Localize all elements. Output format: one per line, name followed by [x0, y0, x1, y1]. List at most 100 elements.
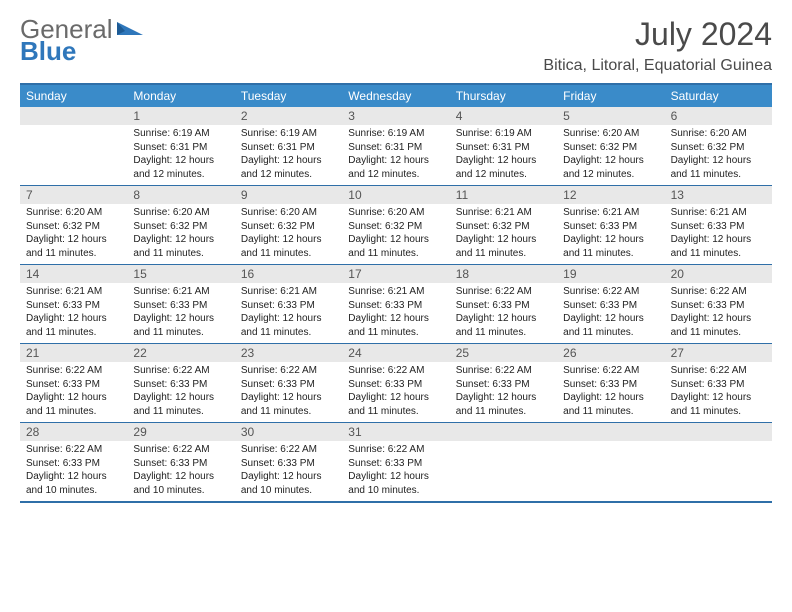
calendar-cell: 6Sunrise: 6:20 AMSunset: 6:32 PMDaylight…	[665, 107, 772, 185]
day-details: Sunrise: 6:22 AMSunset: 6:33 PMDaylight:…	[557, 362, 664, 422]
day-details: Sunrise: 6:22 AMSunset: 6:33 PMDaylight:…	[235, 362, 342, 422]
calendar-cell: 31Sunrise: 6:22 AMSunset: 6:33 PMDayligh…	[342, 423, 449, 501]
day-number: 25	[450, 344, 557, 362]
day-details: Sunrise: 6:22 AMSunset: 6:33 PMDaylight:…	[342, 362, 449, 422]
day-details	[665, 441, 772, 447]
page-title: July 2024	[543, 16, 772, 53]
header-right: July 2024 Bitica, Litoral, Equatorial Gu…	[543, 16, 772, 75]
calendar-cell: 8Sunrise: 6:20 AMSunset: 6:32 PMDaylight…	[127, 186, 234, 264]
calendar-header-day: Wednesday	[342, 85, 449, 107]
day-number: 3	[342, 107, 449, 125]
day-number: 23	[235, 344, 342, 362]
day-number: 12	[557, 186, 664, 204]
calendar-cell: 10Sunrise: 6:20 AMSunset: 6:32 PMDayligh…	[342, 186, 449, 264]
calendar-cell: 17Sunrise: 6:21 AMSunset: 6:33 PMDayligh…	[342, 265, 449, 343]
day-details: Sunrise: 6:20 AMSunset: 6:32 PMDaylight:…	[665, 125, 772, 185]
day-details: Sunrise: 6:21 AMSunset: 6:33 PMDaylight:…	[127, 283, 234, 343]
day-details	[557, 441, 664, 447]
day-number	[557, 423, 664, 441]
calendar-cell: 4Sunrise: 6:19 AMSunset: 6:31 PMDaylight…	[450, 107, 557, 185]
day-number: 21	[20, 344, 127, 362]
logo-triangle-icon	[117, 22, 143, 40]
calendar-cell: 30Sunrise: 6:22 AMSunset: 6:33 PMDayligh…	[235, 423, 342, 501]
calendar-cell: 1Sunrise: 6:19 AMSunset: 6:31 PMDaylight…	[127, 107, 234, 185]
day-number: 4	[450, 107, 557, 125]
calendar-row: 7Sunrise: 6:20 AMSunset: 6:32 PMDaylight…	[20, 185, 772, 264]
day-number: 7	[20, 186, 127, 204]
day-number: 14	[20, 265, 127, 283]
day-details	[20, 125, 127, 131]
calendar-cell: 19Sunrise: 6:22 AMSunset: 6:33 PMDayligh…	[557, 265, 664, 343]
calendar-cell: 25Sunrise: 6:22 AMSunset: 6:33 PMDayligh…	[450, 344, 557, 422]
calendar-cell: 27Sunrise: 6:22 AMSunset: 6:33 PMDayligh…	[665, 344, 772, 422]
calendar-cell: 22Sunrise: 6:22 AMSunset: 6:33 PMDayligh…	[127, 344, 234, 422]
logo-text: General Blue	[20, 16, 113, 64]
calendar-row: 28Sunrise: 6:22 AMSunset: 6:33 PMDayligh…	[20, 422, 772, 501]
calendar-cell	[20, 107, 127, 185]
day-number: 8	[127, 186, 234, 204]
calendar-header-day: Sunday	[20, 85, 127, 107]
day-number	[450, 423, 557, 441]
day-details: Sunrise: 6:22 AMSunset: 6:33 PMDaylight:…	[342, 441, 449, 501]
day-details: Sunrise: 6:19 AMSunset: 6:31 PMDaylight:…	[450, 125, 557, 185]
day-number: 1	[127, 107, 234, 125]
day-number: 13	[665, 186, 772, 204]
day-number: 19	[557, 265, 664, 283]
day-number: 17	[342, 265, 449, 283]
calendar-cell: 11Sunrise: 6:21 AMSunset: 6:32 PMDayligh…	[450, 186, 557, 264]
day-details	[450, 441, 557, 447]
calendar-cell: 5Sunrise: 6:20 AMSunset: 6:32 PMDaylight…	[557, 107, 664, 185]
calendar-cell: 18Sunrise: 6:22 AMSunset: 6:33 PMDayligh…	[450, 265, 557, 343]
day-number	[665, 423, 772, 441]
calendar-header-day: Thursday	[450, 85, 557, 107]
calendar-cell: 23Sunrise: 6:22 AMSunset: 6:33 PMDayligh…	[235, 344, 342, 422]
calendar-row: 21Sunrise: 6:22 AMSunset: 6:33 PMDayligh…	[20, 343, 772, 422]
calendar-cell: 29Sunrise: 6:22 AMSunset: 6:33 PMDayligh…	[127, 423, 234, 501]
day-details: Sunrise: 6:20 AMSunset: 6:32 PMDaylight:…	[127, 204, 234, 264]
calendar-header-day: Tuesday	[235, 85, 342, 107]
day-details: Sunrise: 6:20 AMSunset: 6:32 PMDaylight:…	[235, 204, 342, 264]
day-number: 27	[665, 344, 772, 362]
calendar-cell: 2Sunrise: 6:19 AMSunset: 6:31 PMDaylight…	[235, 107, 342, 185]
day-details: Sunrise: 6:20 AMSunset: 6:32 PMDaylight:…	[557, 125, 664, 185]
day-details: Sunrise: 6:19 AMSunset: 6:31 PMDaylight:…	[127, 125, 234, 185]
day-number: 30	[235, 423, 342, 441]
calendar-cell: 28Sunrise: 6:22 AMSunset: 6:33 PMDayligh…	[20, 423, 127, 501]
calendar-cell	[665, 423, 772, 501]
calendar-header-row: SundayMondayTuesdayWednesdayThursdayFrid…	[20, 85, 772, 107]
day-details: Sunrise: 6:22 AMSunset: 6:33 PMDaylight:…	[20, 362, 127, 422]
calendar-cell: 9Sunrise: 6:20 AMSunset: 6:32 PMDaylight…	[235, 186, 342, 264]
calendar-cell: 21Sunrise: 6:22 AMSunset: 6:33 PMDayligh…	[20, 344, 127, 422]
calendar-cell: 13Sunrise: 6:21 AMSunset: 6:33 PMDayligh…	[665, 186, 772, 264]
day-details: Sunrise: 6:22 AMSunset: 6:33 PMDaylight:…	[450, 283, 557, 343]
day-details: Sunrise: 6:20 AMSunset: 6:32 PMDaylight:…	[20, 204, 127, 264]
day-number: 24	[342, 344, 449, 362]
calendar-body: 1Sunrise: 6:19 AMSunset: 6:31 PMDaylight…	[20, 107, 772, 501]
day-number: 10	[342, 186, 449, 204]
day-details: Sunrise: 6:21 AMSunset: 6:33 PMDaylight:…	[665, 204, 772, 264]
calendar-header-day: Monday	[127, 85, 234, 107]
day-number: 20	[665, 265, 772, 283]
day-details: Sunrise: 6:19 AMSunset: 6:31 PMDaylight:…	[342, 125, 449, 185]
day-details: Sunrise: 6:19 AMSunset: 6:31 PMDaylight:…	[235, 125, 342, 185]
calendar-cell: 14Sunrise: 6:21 AMSunset: 6:33 PMDayligh…	[20, 265, 127, 343]
day-details: Sunrise: 6:21 AMSunset: 6:33 PMDaylight:…	[342, 283, 449, 343]
calendar-row: 1Sunrise: 6:19 AMSunset: 6:31 PMDaylight…	[20, 107, 772, 185]
day-details: Sunrise: 6:22 AMSunset: 6:33 PMDaylight:…	[557, 283, 664, 343]
calendar-cell: 20Sunrise: 6:22 AMSunset: 6:33 PMDayligh…	[665, 265, 772, 343]
calendar-cell: 3Sunrise: 6:19 AMSunset: 6:31 PMDaylight…	[342, 107, 449, 185]
logo: General Blue	[20, 16, 143, 64]
day-details: Sunrise: 6:22 AMSunset: 6:33 PMDaylight:…	[450, 362, 557, 422]
day-details: Sunrise: 6:22 AMSunset: 6:33 PMDaylight:…	[235, 441, 342, 501]
day-details: Sunrise: 6:22 AMSunset: 6:33 PMDaylight:…	[20, 441, 127, 501]
day-details: Sunrise: 6:22 AMSunset: 6:33 PMDaylight:…	[127, 362, 234, 422]
day-number: 15	[127, 265, 234, 283]
day-number: 31	[342, 423, 449, 441]
day-number: 29	[127, 423, 234, 441]
calendar-cell	[450, 423, 557, 501]
day-number: 6	[665, 107, 772, 125]
calendar-cell: 7Sunrise: 6:20 AMSunset: 6:32 PMDaylight…	[20, 186, 127, 264]
calendar-cell: 15Sunrise: 6:21 AMSunset: 6:33 PMDayligh…	[127, 265, 234, 343]
day-number: 18	[450, 265, 557, 283]
calendar-cell: 26Sunrise: 6:22 AMSunset: 6:33 PMDayligh…	[557, 344, 664, 422]
